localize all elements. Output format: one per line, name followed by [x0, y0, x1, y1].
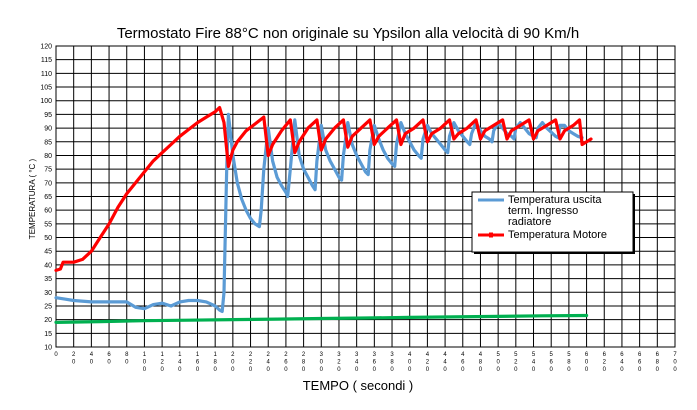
legend-label: Temperatura uscita [508, 194, 602, 206]
y-tick-label: 10 [44, 345, 52, 352]
y-tick-label: 85 [44, 139, 52, 146]
legend-label: Temperatura Motore [508, 229, 607, 241]
y-tick-label: 55 [44, 221, 52, 228]
series-line-3 [54, 313, 589, 324]
series-lines [54, 105, 593, 324]
y-tick-label: 65 [44, 194, 52, 201]
legend-label: radiatore [508, 216, 551, 228]
x-tick-label: 0 [54, 352, 58, 358]
y-tick-label: 70 [44, 180, 52, 187]
y-tick-label: 95 [44, 112, 52, 119]
y-tick-label: 60 [44, 208, 52, 215]
y-axis-label: TEMPERATURA ( °C ) [28, 158, 37, 239]
y-tick-label: 40 [44, 262, 52, 269]
legend-box [471, 191, 634, 253]
series-line-1 [54, 112, 584, 313]
y-tick-label: 115 [41, 57, 52, 64]
y-tick-label: 75 [44, 167, 52, 174]
x-axis-label: TEMPO ( secondi ) [303, 378, 414, 393]
y-tick-label: 15 [44, 331, 52, 338]
legend-marker [489, 232, 493, 238]
y-tick-label: 20 [44, 317, 52, 324]
y-tick-label: 30 [44, 290, 52, 297]
x-axis-ticks: 0 2 0 4 0 6 0 8 0 1 0 0 1 2 0 1 4 0 1 6 0 1 8 0 2 0 0 2 2 0 2 4 0 2 6 0 2 8 0 3… [54, 352, 677, 373]
y-tick-label: 90 [44, 126, 52, 133]
y-tick-label: 110 [41, 71, 52, 78]
y-tick-label: 100 [40, 98, 52, 105]
y-tick-label: 35 [44, 276, 52, 283]
y-tick-label: 105 [40, 85, 52, 92]
y-tick-label: 80 [44, 153, 52, 160]
plot-frame [55, 45, 676, 348]
y-tick-label: 45 [44, 249, 52, 256]
y-tick-label: 50 [44, 235, 52, 242]
y-tick-label: 25 [44, 303, 52, 310]
chart-title: Termostato Fire 88°C non originale su Yp… [117, 25, 579, 42]
legend-label: term. Ingresso [508, 205, 578, 217]
y-tick-label: 120 [40, 44, 52, 51]
series-line-2 [54, 105, 593, 272]
y-axis-ticks: 10 15 20 25 30 35 40 45 50 55 60 65 70 75 80 85 90 95 100 1… [40, 44, 52, 352]
